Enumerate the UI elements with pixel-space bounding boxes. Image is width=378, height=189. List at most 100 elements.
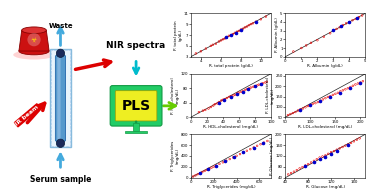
Point [248,86,254,89]
Point [354,138,360,141]
Point [211,165,217,168]
Point [338,24,344,27]
Point [311,160,317,163]
Point [312,102,318,105]
Point [234,92,240,95]
Point [253,20,259,23]
Text: Serum sample: Serum sample [30,175,91,184]
Point [314,158,320,161]
Point [327,94,333,98]
Point [230,94,236,97]
Point [285,173,291,176]
Point [356,16,362,19]
Point [342,88,349,91]
Point [320,98,326,101]
Point [216,40,222,43]
Ellipse shape [13,50,55,60]
Point [252,84,258,88]
X-axis label: R. Triglycerides (mg/dL): R. Triglycerides (mg/dL) [206,185,255,189]
Point [236,29,242,33]
Point [228,33,234,36]
Point [253,20,259,23]
Point [228,95,234,98]
Point [290,50,296,53]
Point [337,91,343,94]
Point [258,18,264,21]
Point [234,92,240,95]
Point [222,98,228,101]
Point [299,166,305,169]
Point [223,36,229,39]
Point [342,144,349,147]
Point [251,146,257,149]
Text: IR beam: IR beam [15,104,40,126]
Point [262,81,268,84]
Point [234,154,240,157]
Point [322,97,328,100]
Point [224,97,230,100]
Ellipse shape [22,27,46,34]
Point [290,112,296,115]
Point [330,28,336,31]
Point [244,88,250,91]
Point [220,161,226,164]
Point [337,147,343,150]
FancyBboxPatch shape [56,55,66,141]
Point [302,106,308,109]
Point [213,164,219,167]
Point [237,153,243,156]
Point [254,144,260,147]
Point [298,46,304,50]
FancyBboxPatch shape [50,49,71,147]
Point [325,95,331,98]
Point [213,164,219,167]
Point [222,160,228,163]
Point [305,105,311,108]
Point [314,39,321,42]
Point [246,24,252,27]
Point [233,31,239,34]
Point [199,170,205,174]
Point [287,113,293,116]
Point [200,109,206,112]
Point [220,38,226,41]
Y-axis label: P. LDL-cholesterol
(mg/dL): P. LDL-cholesterol (mg/dL) [266,77,274,113]
Point [248,23,254,26]
Point [345,87,351,90]
Point [319,155,325,158]
Point [240,151,246,154]
FancyBboxPatch shape [57,57,60,139]
Point [220,98,226,101]
Point [328,152,334,155]
Point [340,23,346,26]
Text: PLS: PLS [121,99,151,113]
Point [345,144,351,147]
Point [333,27,339,30]
Point [190,175,196,178]
Point [217,162,223,165]
Point [223,159,229,162]
Point [254,84,260,87]
Point [305,163,311,166]
Point [260,82,266,85]
Point [327,32,333,35]
Point [300,107,306,110]
Point [214,102,220,105]
Point [302,165,308,168]
Point [236,91,242,94]
Point [340,89,346,92]
Circle shape [135,121,138,123]
Text: NIR spectra: NIR spectra [107,41,166,50]
Point [288,172,294,175]
Point [205,168,211,171]
Point [330,29,336,32]
Circle shape [56,139,65,147]
Point [258,82,264,85]
Point [208,44,214,47]
Point [308,161,314,164]
Point [251,146,257,149]
Point [359,14,365,17]
Point [230,156,236,159]
Point [238,90,244,93]
Point [346,20,352,23]
